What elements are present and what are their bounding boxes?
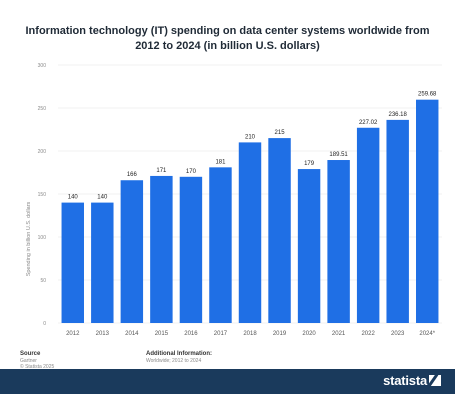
x-tick-label: 2022 xyxy=(361,331,375,337)
chart-title: Information technology (IT) spending on … xyxy=(25,25,430,52)
x-tick-label: 2024* xyxy=(419,331,435,337)
value-label: 189.51 xyxy=(329,152,348,158)
bar-2019[interactable] xyxy=(268,138,291,323)
value-label: 259.68 xyxy=(418,92,437,98)
footer: Source Gartner © Statista 2025 Additiona… xyxy=(0,345,455,394)
x-tick-label: 2013 xyxy=(96,331,110,337)
y-tick-label: 0 xyxy=(43,321,46,327)
y-tick-labels: 0 50 100 150 200 250 300 xyxy=(38,63,47,327)
x-tick-label: 2016 xyxy=(184,331,198,337)
bar-2021[interactable] xyxy=(327,160,350,323)
bar-2020[interactable] xyxy=(297,169,321,323)
statista-mark-icon xyxy=(429,375,441,386)
bar-2014[interactable] xyxy=(120,180,144,323)
value-label: 210 xyxy=(245,134,256,140)
bar-chart: 0 50 100 150 200 250 300 Spending in billion U… xyxy=(26,63,442,337)
copyright-text: © Statista 2025 xyxy=(20,364,55,370)
value-label: 166 xyxy=(127,172,138,178)
additional-info-text: Worldwide; 2012 to 2024 xyxy=(146,358,202,364)
bar-2022[interactable] xyxy=(356,127,380,323)
x-tick-label: 2019 xyxy=(273,331,287,337)
value-label: 227.02 xyxy=(359,120,378,126)
brand-bar: statista xyxy=(0,369,455,394)
additional-info-link[interactable]: Additional Information: xyxy=(146,351,212,357)
value-label: 171 xyxy=(156,168,167,174)
y-tick-label: 200 xyxy=(38,149,47,155)
bar-2018[interactable] xyxy=(238,142,262,323)
value-label: 181 xyxy=(215,159,226,165)
y-tick-label: 50 xyxy=(40,278,46,284)
value-label: 179 xyxy=(304,161,315,167)
value-label: 140 xyxy=(68,195,79,201)
logo-text: statista xyxy=(383,373,427,388)
x-tick-label: 2020 xyxy=(302,331,316,337)
source-label: Source xyxy=(20,351,41,357)
value-label: 215 xyxy=(275,130,286,136)
x-tick-label: 2014 xyxy=(125,331,139,337)
value-label: 170 xyxy=(186,169,197,175)
x-tick-label: 2012 xyxy=(66,331,80,337)
x-tick-label: 2015 xyxy=(155,331,169,337)
y-tick-label: 250 xyxy=(38,106,47,112)
y-tick-label: 100 xyxy=(38,235,47,241)
value-label: 140 xyxy=(97,195,108,201)
x-tick-label: 2018 xyxy=(243,331,257,337)
y-tick-label: 150 xyxy=(38,192,47,198)
x-tick-label: 2017 xyxy=(214,331,228,337)
bar-2016[interactable] xyxy=(179,176,203,323)
statista-logo[interactable]: statista xyxy=(383,373,441,388)
y-axis-label: Spending in billion U.S. dollars xyxy=(26,201,32,276)
bar-2024*[interactable] xyxy=(416,99,439,323)
x-tick-label: 2023 xyxy=(391,331,405,337)
bars xyxy=(61,99,439,324)
y-tick-label: 300 xyxy=(38,63,47,69)
bar-2013[interactable] xyxy=(91,202,114,323)
value-label: 236.18 xyxy=(389,112,408,118)
x-tick-labels: 2012 2013 2014 2015 2016 2017 2018 2019 2020 2021… xyxy=(66,331,436,337)
x-tick-label: 2021 xyxy=(332,331,346,337)
bar-2017[interactable] xyxy=(209,167,232,323)
bar-2023[interactable] xyxy=(386,119,409,324)
bar-2015[interactable] xyxy=(150,175,173,323)
bar-2012[interactable] xyxy=(61,202,84,323)
value-labels: 140 140 166 171 170 181 210 215 179 189.51 227.02 2… xyxy=(68,92,437,201)
source-name: Gartner xyxy=(20,358,37,364)
